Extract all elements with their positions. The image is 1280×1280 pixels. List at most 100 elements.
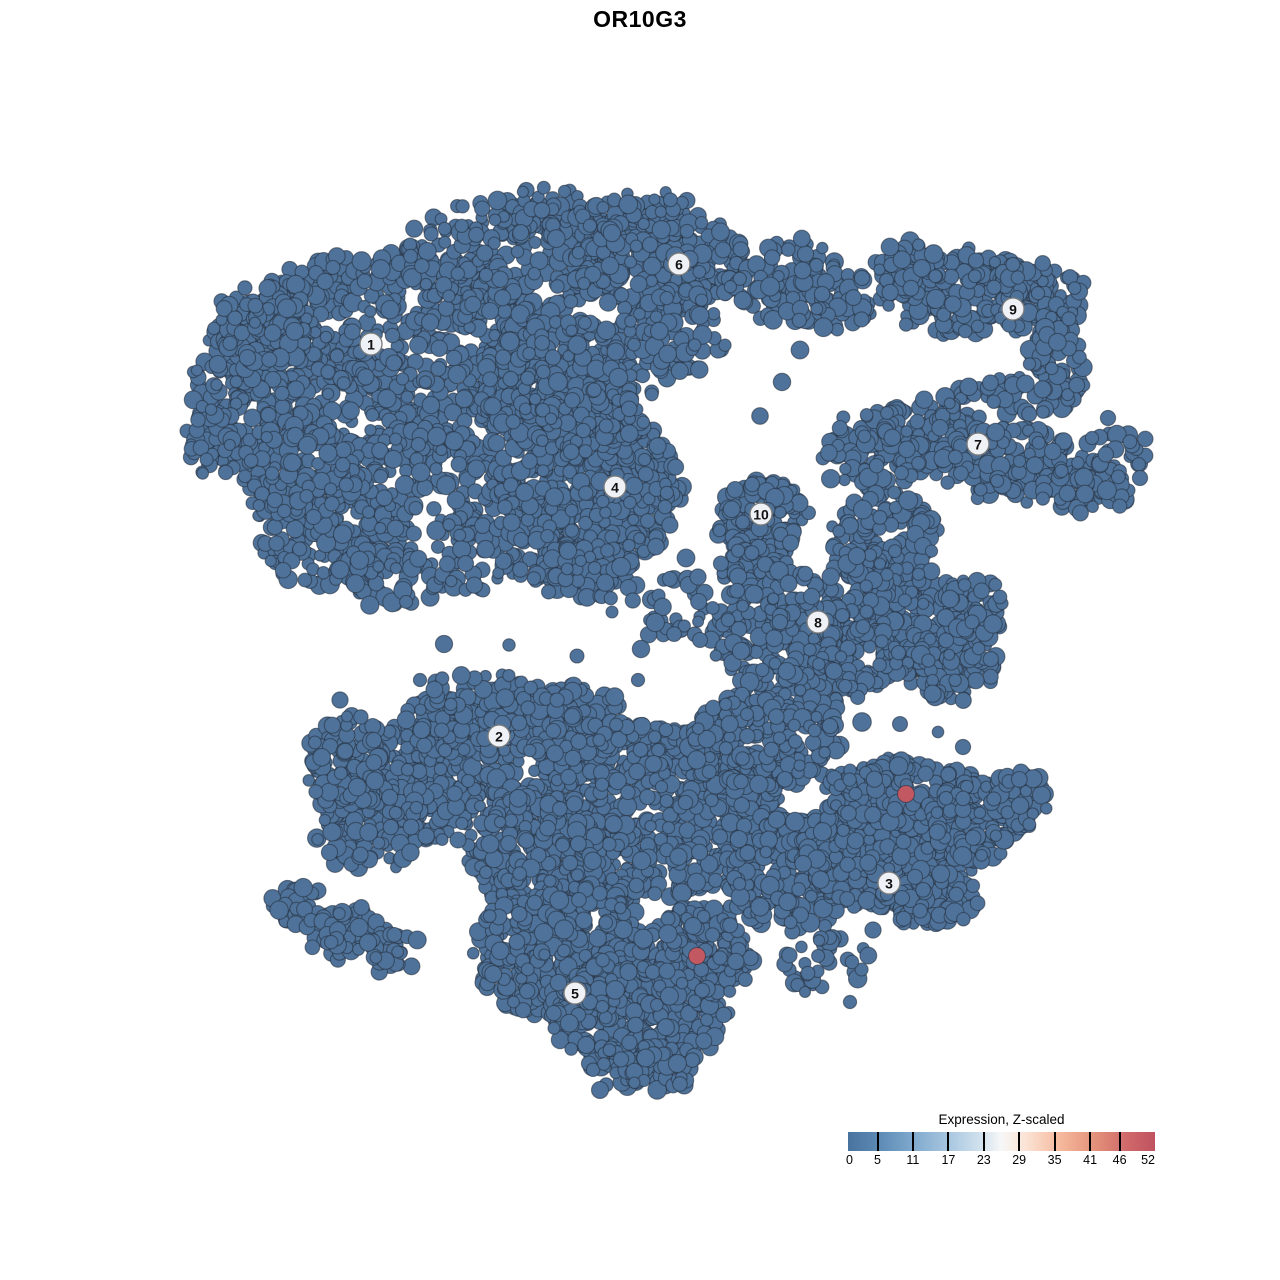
cell-point xyxy=(266,519,284,536)
cell-point xyxy=(544,487,564,507)
cell-point xyxy=(690,305,710,325)
cell-point xyxy=(657,499,673,515)
cell-point xyxy=(821,567,840,586)
cell-point xyxy=(196,467,210,480)
cell-point xyxy=(606,342,625,361)
cell-point xyxy=(898,317,914,332)
cell-point xyxy=(816,241,829,255)
cell-point xyxy=(502,513,521,532)
cell-point xyxy=(981,374,999,392)
cell-point xyxy=(928,269,943,284)
cell-point xyxy=(1137,430,1154,448)
cell-point xyxy=(622,538,636,553)
cell-point xyxy=(260,406,277,424)
cell-point xyxy=(264,554,277,568)
cell-point xyxy=(730,543,746,558)
cell-point xyxy=(687,338,702,352)
cell-point xyxy=(454,218,469,233)
cell-point xyxy=(931,418,949,437)
cell-point xyxy=(321,387,335,401)
plot-title: OR10G3 xyxy=(593,6,687,32)
cell-point xyxy=(374,521,387,535)
cell-point xyxy=(285,274,306,295)
cell-point xyxy=(416,479,434,497)
cell-point xyxy=(483,396,502,416)
cell-point xyxy=(1016,374,1035,394)
cell-point xyxy=(564,503,579,518)
cell-point xyxy=(567,335,588,355)
cell-point xyxy=(712,523,727,538)
cell-point xyxy=(238,349,257,367)
cell-point xyxy=(1110,469,1126,485)
cell-point xyxy=(732,241,749,258)
cell-point xyxy=(527,266,542,281)
cell-point xyxy=(285,519,305,539)
cell-point xyxy=(520,370,536,386)
cell-point xyxy=(973,482,988,497)
cell-point xyxy=(476,539,495,559)
cell-point xyxy=(548,372,568,392)
cell-point xyxy=(926,673,940,687)
cell-point xyxy=(380,299,400,320)
cell-point xyxy=(264,466,280,481)
cell-point xyxy=(1048,332,1067,352)
cell-point xyxy=(714,241,732,259)
cell-point xyxy=(986,422,1006,442)
cell-point xyxy=(377,388,397,409)
cell-point xyxy=(454,389,474,409)
cell-point xyxy=(274,561,292,579)
cell-point xyxy=(227,310,243,326)
cell-point xyxy=(427,426,447,447)
cell-point xyxy=(365,408,380,422)
cell-point xyxy=(474,517,492,535)
cell-point xyxy=(921,653,936,668)
cell-point xyxy=(450,455,468,473)
cell-point xyxy=(467,459,486,479)
cell-point xyxy=(629,275,648,294)
cell-point xyxy=(1071,504,1089,522)
cell-point xyxy=(457,555,475,572)
cell-point xyxy=(268,535,285,552)
cell-point xyxy=(502,370,519,388)
cell-point xyxy=(421,395,441,415)
cell-point xyxy=(923,684,942,703)
cell-point xyxy=(274,385,290,402)
cell-point xyxy=(442,518,456,532)
cell-point xyxy=(608,367,629,388)
cell-point xyxy=(831,419,849,437)
cell-point xyxy=(642,256,662,276)
cell-point xyxy=(647,537,665,556)
cell-point xyxy=(410,436,427,453)
cell-point xyxy=(414,258,430,274)
cell-point xyxy=(243,453,259,469)
cell-point xyxy=(694,293,709,307)
cell-point xyxy=(364,305,377,318)
cell-point xyxy=(429,462,443,476)
cell-point xyxy=(744,476,760,493)
cell-point xyxy=(343,323,361,341)
cell-point xyxy=(497,499,513,516)
cell-point xyxy=(781,534,800,552)
cell-point xyxy=(602,223,622,243)
cell-point xyxy=(277,298,297,319)
cell-point xyxy=(383,449,403,469)
cell-point xyxy=(487,190,508,211)
cell-point xyxy=(733,290,752,310)
cell-point xyxy=(285,321,305,341)
cell-point xyxy=(546,229,566,249)
cell-point xyxy=(349,550,370,570)
cell-point xyxy=(478,267,494,283)
cell-point xyxy=(529,251,549,271)
cell-point xyxy=(438,235,452,249)
cell-point xyxy=(900,425,913,438)
cell-point xyxy=(361,505,376,519)
cell-point xyxy=(670,361,689,381)
cell-point xyxy=(438,555,456,573)
cell-point xyxy=(356,273,373,290)
cell-point xyxy=(813,317,834,338)
cell-point xyxy=(645,274,658,288)
cell-point xyxy=(516,185,530,198)
cell-point xyxy=(887,544,902,559)
cell-point xyxy=(792,229,811,248)
